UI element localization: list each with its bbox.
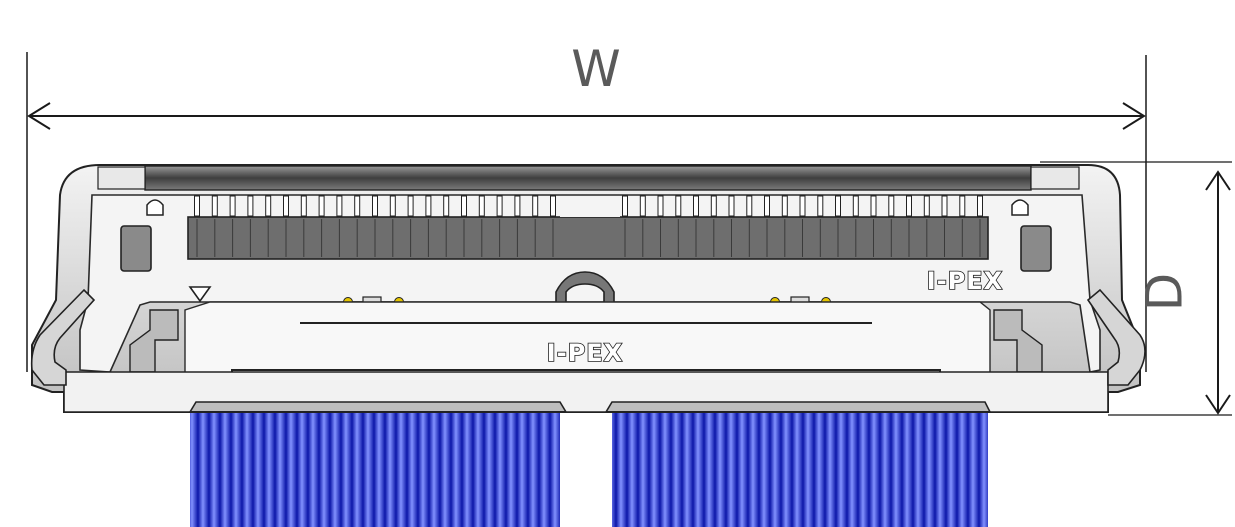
contact-pin: [336, 195, 343, 217]
contact-pin: [799, 195, 806, 217]
contact-pin: [639, 195, 646, 217]
contact-pin: [764, 195, 770, 217]
arm-right: [1086, 288, 1146, 386]
width-dimension: W: [26, 40, 1147, 372]
cable-left-bundle: [190, 412, 560, 527]
depth-dimension: D: [1040, 161, 1232, 416]
contact-pin: [746, 195, 753, 217]
top-rail-end-left: [97, 166, 146, 190]
contact-pin: [300, 195, 307, 217]
width-arrowhead-right: [1122, 102, 1146, 130]
contact-pin: [977, 195, 983, 217]
contact-pin: [496, 195, 503, 217]
lock-icon-right: [1011, 199, 1029, 216]
contact-pin: [407, 195, 414, 217]
contact-pin: [514, 195, 521, 217]
contact-pin: [852, 195, 859, 217]
lock-icon-left: [146, 199, 164, 216]
contact-pin: [906, 195, 912, 217]
flat-cable: [190, 412, 988, 527]
contact-pin: [354, 195, 361, 217]
contact-pin: [728, 195, 735, 217]
arm-left: [30, 288, 96, 386]
contact-pin: [657, 195, 664, 217]
contact-pin: [693, 195, 699, 217]
width-arrowhead-left: [27, 102, 51, 130]
width-label: W: [571, 40, 620, 98]
depth-label: D: [1136, 273, 1194, 312]
triangle-down-icon: [188, 286, 212, 303]
contact-pin: [247, 195, 254, 217]
contact-pin: [923, 195, 930, 217]
depth-arrowhead-bottom: [1205, 394, 1231, 415]
contact-pin: [870, 195, 877, 217]
contact-block-center-gap: [560, 200, 620, 217]
cable-right-bundle: [612, 412, 988, 527]
contact-pin: [959, 195, 966, 217]
connector-body: I-PEX I-PEX: [30, 164, 1146, 413]
contact-pin: [835, 195, 841, 217]
contact-pin: [283, 195, 289, 217]
base-strip: [63, 371, 1109, 413]
contact-pin: [550, 195, 556, 217]
brand-marking-top-right: I-PEX: [927, 267, 1003, 295]
contact-pin: [817, 195, 824, 217]
brand-marking-center: I-PEX: [547, 339, 623, 367]
contact-pin: [478, 195, 485, 217]
contact-pin: [675, 195, 682, 217]
contact-pin: [318, 195, 325, 217]
contact-pin: [532, 195, 539, 217]
contact-pin: [781, 195, 788, 217]
contact-pin: [941, 195, 948, 217]
contact-pin: [622, 195, 628, 217]
contact-pin: [194, 195, 200, 217]
contact-pin: [461, 195, 467, 217]
top-rail: [144, 165, 1032, 191]
contact-pin: [229, 195, 236, 217]
contact-pin: [265, 195, 272, 217]
top-rail-end-right: [1030, 166, 1080, 190]
contact-pins: [194, 195, 983, 257]
contact-pin: [372, 195, 378, 217]
latch-left: [120, 225, 152, 272]
contact-pin: [389, 195, 396, 217]
contact-block: [187, 216, 989, 260]
contact-pin: [425, 195, 432, 217]
contact-pin: [443, 195, 450, 217]
depth-arrowhead-top: [1205, 170, 1231, 191]
contact-pin: [211, 195, 218, 217]
latch-right: [1020, 225, 1052, 272]
contact-pin: [888, 195, 895, 217]
contact-pin: [710, 195, 717, 217]
